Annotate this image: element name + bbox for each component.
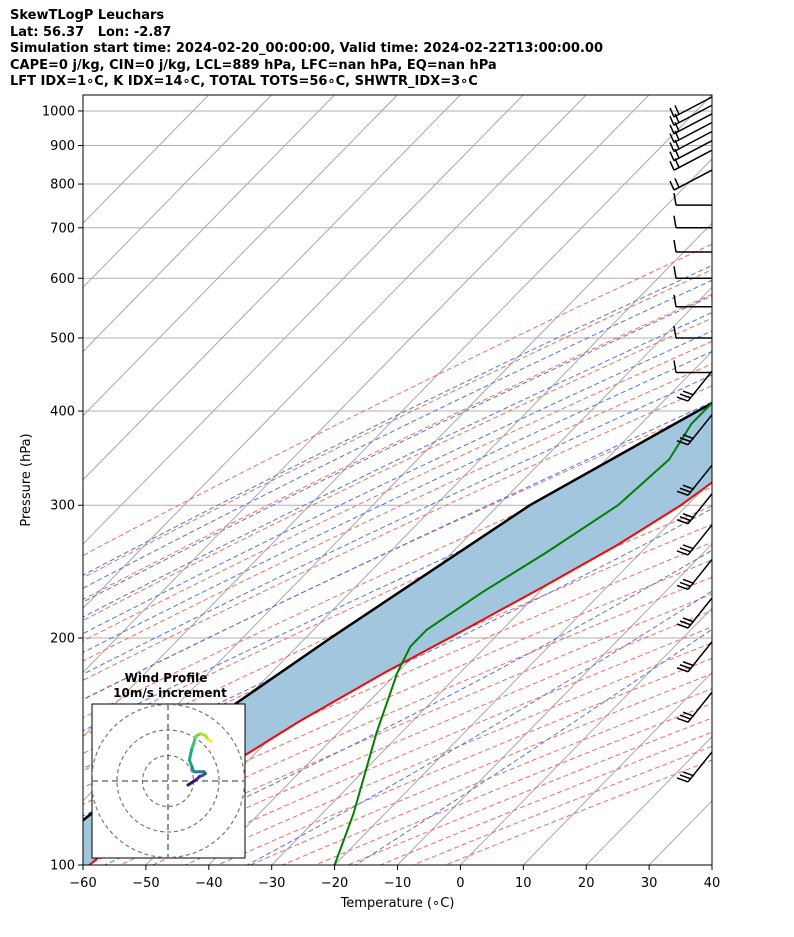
y-tick-label: 400 xyxy=(50,405,75,420)
dry-adiabat-line xyxy=(83,293,712,600)
x-axis-label: Temperature (∘C) xyxy=(340,896,455,911)
x-tick-label: −20 xyxy=(321,876,348,891)
x-tick-label: −10 xyxy=(384,876,411,891)
moist-adiabat-line xyxy=(83,401,712,701)
dewpoint-profile-line xyxy=(333,401,712,865)
stability-indices-1: CAPE=0 j/kg, CIN=0 j/kg, LCL=889 hPa, LF… xyxy=(10,57,497,73)
dry-adiabat-line xyxy=(315,702,712,865)
wind-barb xyxy=(669,121,713,144)
wind-barb xyxy=(676,691,713,723)
isotherm-line xyxy=(711,864,712,865)
wind-barb xyxy=(676,641,713,673)
moist-adiabat-line xyxy=(83,374,712,675)
x-tick-label: 40 xyxy=(704,876,721,891)
dry-adiabat-line xyxy=(83,317,712,621)
hodograph-segment xyxy=(206,737,213,743)
hodograph-plot xyxy=(92,704,245,858)
hodograph-subtitle: 10m/s increment xyxy=(113,686,227,700)
simulation-times: Simulation start time: 2024-02-20_00:00:… xyxy=(10,41,603,56)
dry-adiabat-line xyxy=(282,688,712,865)
isotherm-line xyxy=(83,95,398,417)
x-tick-label: 30 xyxy=(641,876,658,891)
moist-adiabat-line xyxy=(83,279,712,589)
wind-barb xyxy=(673,266,712,280)
wind-barb xyxy=(673,215,712,229)
dry-adiabat-line xyxy=(347,717,712,865)
isotherm-line xyxy=(83,95,524,545)
wind-barb xyxy=(669,149,713,171)
isotherm-line xyxy=(83,95,650,674)
wind-barb xyxy=(669,169,713,191)
wind-barb xyxy=(676,597,713,629)
dry-adiabat-line xyxy=(83,541,712,822)
dry-adiabat-line xyxy=(83,269,712,579)
isotherm-line xyxy=(83,95,272,289)
chart-title: SkewTLogP Leuchars xyxy=(10,8,165,23)
wind-barb xyxy=(673,360,712,374)
wind-barb xyxy=(673,325,712,339)
x-tick-label: 0 xyxy=(456,876,464,891)
y-tick-label: 800 xyxy=(50,178,75,193)
x-tick-label: −30 xyxy=(258,876,285,891)
isotherm-line xyxy=(83,95,712,738)
temperature-profile-line xyxy=(88,481,712,865)
y-axis-label: Pressure (hPa) xyxy=(19,433,34,526)
wind-barb xyxy=(669,113,713,135)
y-tick-label: 1000 xyxy=(42,104,75,119)
x-tick-label: −40 xyxy=(195,876,222,891)
y-tick-label: 100 xyxy=(50,859,75,874)
x-tick-label: 10 xyxy=(515,876,532,891)
wind-barb xyxy=(673,239,712,253)
station-coordinates: Lat: 56.37 Lon: -2.87 xyxy=(10,24,172,40)
wind-barb xyxy=(669,140,713,162)
wind-barb xyxy=(676,414,713,446)
y-tick-label: 500 xyxy=(50,331,75,346)
dry-adiabat-line xyxy=(83,363,712,662)
wind-barb xyxy=(676,524,713,556)
isotherm-line xyxy=(83,95,335,353)
wind-barb xyxy=(673,294,712,308)
wind-barb xyxy=(669,130,713,153)
moist-adiabat-line xyxy=(83,432,712,732)
dry-adiabat-line xyxy=(83,243,712,557)
x-tick-label: 20 xyxy=(578,876,595,891)
hodograph-title: Wind Profile xyxy=(125,671,208,685)
isotherm-line xyxy=(397,543,712,865)
y-tick-label: 900 xyxy=(50,139,75,154)
isotherm-line xyxy=(522,671,712,865)
y-tick-label: 300 xyxy=(50,499,75,514)
isotherm-line xyxy=(460,607,712,865)
chart-header: SkewTLogP Leuchars Lat: 56.37 Lon: -2.87… xyxy=(10,8,603,91)
y-tick-label: 600 xyxy=(50,272,75,287)
parcel-profile-line xyxy=(83,401,712,822)
x-tick-label: −50 xyxy=(132,876,159,891)
wind-barb xyxy=(676,493,713,525)
wind-barb xyxy=(676,464,713,496)
wind-barb xyxy=(676,751,713,783)
x-tick-label: −60 xyxy=(69,876,96,891)
wind-barb xyxy=(673,193,712,206)
y-tick-label: 700 xyxy=(50,221,75,236)
isotherm-line xyxy=(334,479,712,865)
wind-barb xyxy=(669,96,713,118)
moist-adiabat-line xyxy=(83,312,712,618)
wind-barb xyxy=(669,104,713,126)
isotherm-line xyxy=(83,95,461,481)
wind-barb xyxy=(676,558,713,591)
isotherm-line xyxy=(271,414,712,865)
stability-indices-2: LFT IDX=1∘C, K IDX=14∘C, TOTAL TOTS=56∘C… xyxy=(10,74,478,89)
y-tick-label: 200 xyxy=(50,632,75,647)
wind-barb xyxy=(676,370,713,402)
isotherm-line xyxy=(83,95,587,609)
